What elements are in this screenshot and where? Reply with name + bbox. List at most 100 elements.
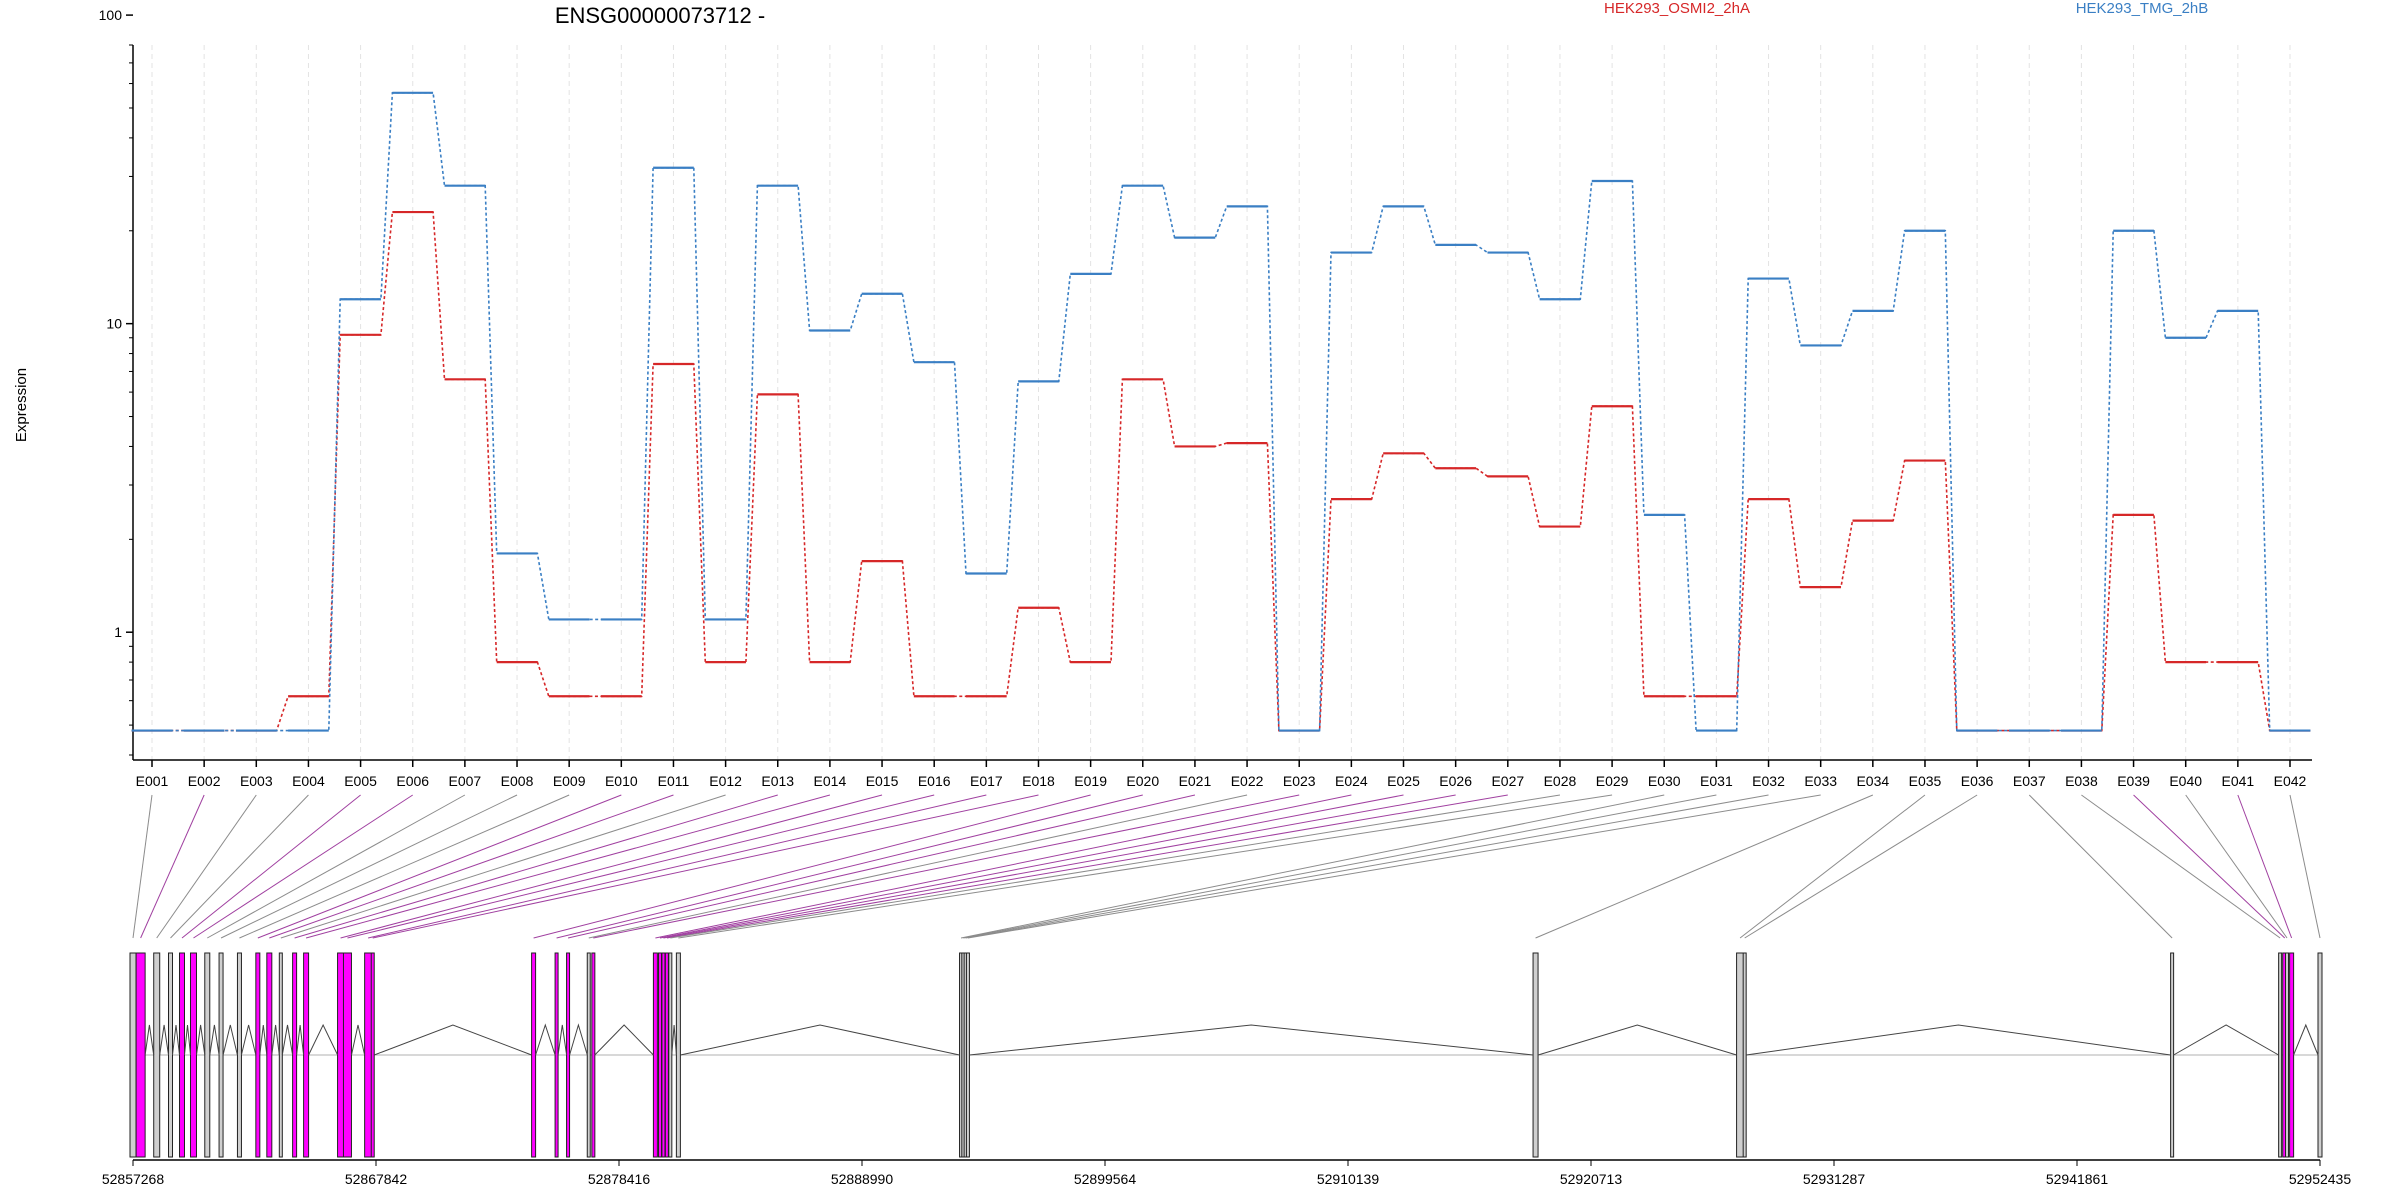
- x-tick-label: E028: [1544, 773, 1577, 789]
- x-tick-label: E035: [1909, 773, 1942, 789]
- x-tick-label: E032: [1752, 773, 1785, 789]
- x-tick-label: E025: [1387, 773, 1420, 789]
- exon-connector: [2133, 794, 2286, 939]
- exon-connector: [368, 794, 987, 939]
- exon-box: [1742, 952, 1747, 1158]
- y-tick-label: 1: [114, 624, 122, 640]
- x-tick-label: E036: [1961, 773, 1994, 789]
- x-tick-label: E029: [1596, 773, 1629, 789]
- intron-line: [184, 1024, 191, 1056]
- chart-title: ENSG00000073712 -: [555, 3, 765, 28]
- x-tick-label: E040: [2169, 773, 2202, 789]
- intron-line: [680, 1024, 960, 1056]
- exon-box: [586, 952, 591, 1158]
- y-axis-label: Expression: [13, 368, 30, 442]
- exon-connector: [678, 794, 1613, 939]
- exon-connector: [666, 794, 1508, 939]
- exon-box: [218, 952, 224, 1158]
- exon-connector: [140, 794, 205, 939]
- x-tick-label: E013: [761, 773, 794, 789]
- exon-box: [652, 952, 658, 1158]
- intron-line: [308, 1023, 339, 1056]
- exon-box: [236, 952, 242, 1158]
- exon-connector: [340, 794, 883, 939]
- y-tick-label: 10: [106, 316, 122, 332]
- x-tick-label: E007: [449, 773, 482, 789]
- x-tick-label: E010: [605, 773, 638, 789]
- coordinate-label: 52867842: [345, 1171, 408, 1187]
- intron-line: [374, 1024, 532, 1056]
- x-tick-label: E017: [970, 773, 1003, 789]
- exon-connector: [239, 794, 570, 939]
- intron-line: [209, 1024, 220, 1056]
- x-tick-label: E022: [1231, 773, 1264, 789]
- exon-connector: [305, 794, 831, 939]
- intron-line: [159, 1024, 169, 1056]
- exon-box: [2278, 952, 2283, 1158]
- coordinate-label: 52888990: [831, 1171, 894, 1187]
- x-tick-label: E004: [292, 773, 325, 789]
- x-tick-label: E019: [1074, 773, 1107, 789]
- exon-box: [1736, 952, 1745, 1158]
- intron-line: [296, 1024, 305, 1056]
- x-tick-label: E009: [553, 773, 586, 789]
- exon-box: [668, 952, 673, 1158]
- gene-model: [129, 952, 2323, 1158]
- coordinate-label: 52952435: [2289, 1171, 2352, 1187]
- x-tick-label: E008: [501, 773, 534, 789]
- exon-connector: [193, 794, 414, 939]
- exon-connector: [220, 794, 518, 939]
- exon-box: [657, 952, 662, 1158]
- intron-line: [351, 1024, 366, 1056]
- series-lines: [131, 91, 2311, 732]
- exon-connector: [294, 794, 778, 939]
- exon-connector: [2185, 794, 2288, 939]
- x-tick-label: E006: [396, 773, 429, 789]
- intron-line: [557, 1024, 568, 1056]
- exon-box: [370, 952, 375, 1158]
- exon-connector: [967, 794, 1821, 939]
- x-tick-label: E033: [1804, 773, 1837, 789]
- x-tick-label: E027: [1491, 773, 1524, 789]
- exon-connector: [655, 794, 1352, 939]
- exon-box: [189, 952, 197, 1158]
- exon-box: [129, 952, 137, 1158]
- exon-box: [2317, 952, 2323, 1158]
- exon-connector: [659, 794, 1404, 939]
- coordinate-label: 52899564: [1074, 1171, 1137, 1187]
- x-tick-label: E039: [2117, 773, 2150, 789]
- exon-connector: [347, 794, 935, 939]
- x-tick-label: E012: [709, 773, 742, 789]
- exon-box: [591, 952, 596, 1158]
- intron-line: [259, 1024, 268, 1056]
- x-tick-label: E026: [1439, 773, 1472, 789]
- exon-box: [178, 952, 185, 1158]
- x-axis: E001 E002 E003 E004 E005 E006 E007 E008 E009 E010…: [133, 759, 2312, 789]
- exon-box: [255, 952, 261, 1158]
- exon-box: [292, 952, 298, 1158]
- exon-connector: [965, 794, 1769, 939]
- exon-box: [342, 952, 352, 1158]
- exon-connector: [1535, 794, 1874, 939]
- intron-line: [535, 1023, 556, 1056]
- exon-connector: [257, 794, 622, 939]
- legend-series-1: HEK293_OSMI2_2hA: [1604, 0, 1750, 17]
- exon-box: [364, 952, 373, 1158]
- coordinate-label: 52931287: [1803, 1171, 1866, 1187]
- intron-line: [271, 1024, 280, 1056]
- intron-line: [2173, 1024, 2279, 1056]
- x-tick-label: E042: [2274, 773, 2307, 789]
- intron-line: [671, 1024, 677, 1056]
- exon-connector: [663, 794, 1456, 939]
- exon-box: [204, 952, 211, 1158]
- intron-line: [281, 1024, 294, 1056]
- intron-line: [969, 1024, 1534, 1056]
- exon-connector: [963, 794, 1717, 939]
- intron-line: [172, 1024, 180, 1056]
- exon-connector: [588, 794, 1248, 939]
- x-tick-label: E015: [866, 773, 899, 789]
- exon-connector: [556, 794, 1143, 939]
- exon-connector: [567, 794, 1196, 939]
- exon-box: [266, 952, 273, 1158]
